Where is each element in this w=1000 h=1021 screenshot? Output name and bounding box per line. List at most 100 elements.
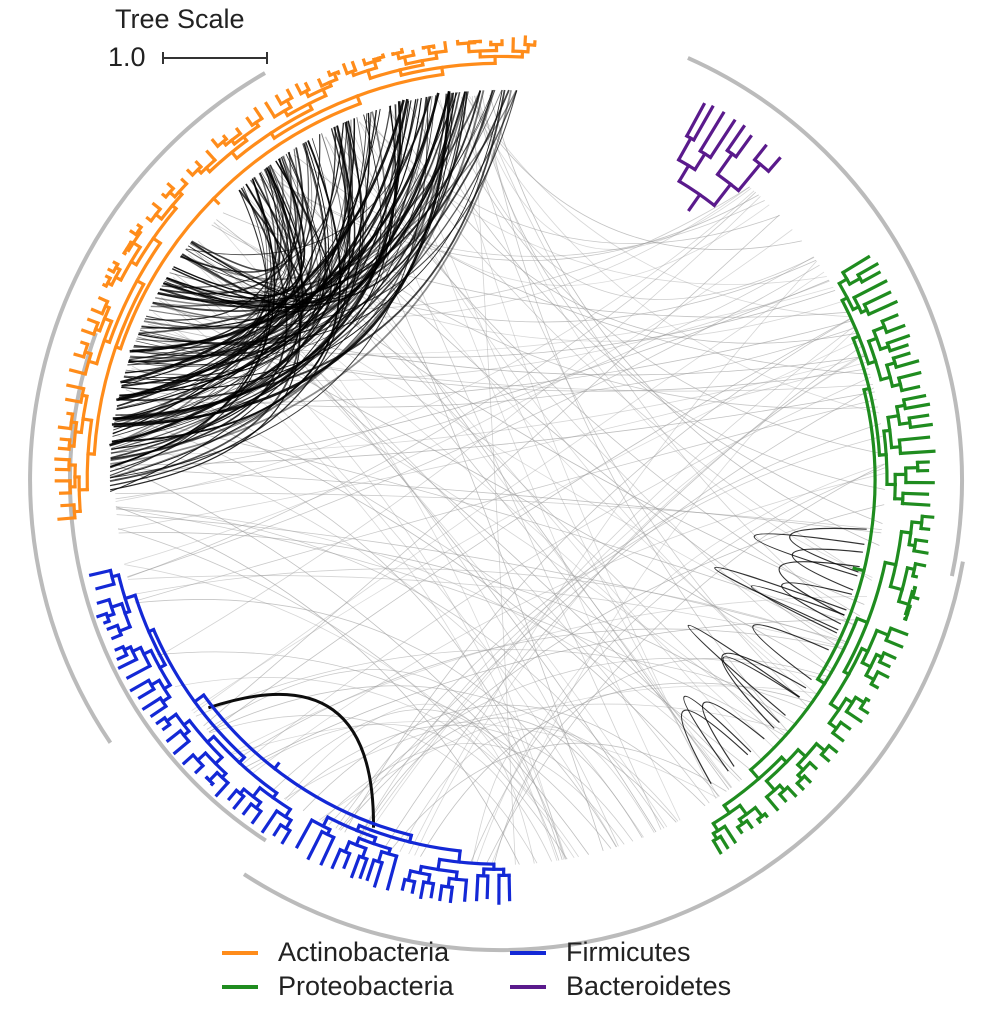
firmicutes-leaf (342, 851, 352, 870)
actinobacteria-leaf (57, 516, 77, 521)
firmicutes-branch (187, 718, 225, 760)
proteobacteria-stem (874, 628, 891, 638)
firmicutes-leaf (330, 847, 343, 870)
faint-link (160, 296, 618, 848)
proteobacteria-branch (888, 529, 904, 589)
bacteroidetes-stem (736, 161, 763, 193)
actinobacteria-branch (368, 63, 425, 81)
outer-clade-rings (28, 56, 965, 953)
strong-link (112, 113, 368, 437)
proteobacteria-leaf (900, 501, 931, 507)
firmicutes-leaf (349, 854, 362, 879)
proteobacteria-stem (853, 695, 867, 705)
firmicutes-leaf (137, 687, 156, 700)
outer-ring-arc (67, 332, 267, 843)
bacteroidetes-leaf (752, 143, 768, 162)
actinobacteria-leaf (205, 149, 218, 163)
strong-link (163, 91, 468, 309)
faint-link (127, 191, 756, 578)
faint-link (128, 575, 847, 649)
local-link (753, 533, 865, 577)
firmicutes-stem (207, 770, 220, 783)
actinobacteria-branch (77, 475, 82, 514)
actinobacteria-branch (100, 299, 110, 316)
firmicutes-leaf (241, 801, 254, 816)
faint-link (246, 189, 732, 789)
local-link (791, 548, 863, 591)
firmicutes-branch (116, 573, 132, 614)
actinobacteria-leaf (263, 101, 277, 120)
strong-link (157, 92, 457, 305)
firmicutes-leaf (141, 695, 163, 711)
strong-link (122, 125, 350, 384)
firmicutes-stem (117, 624, 133, 634)
proteobacteria-branch (764, 783, 783, 800)
firmicutes-leaf (165, 728, 183, 743)
firmicutes-leaf (448, 885, 454, 904)
firmicutes-branch (257, 785, 293, 812)
firmicutes-stem (321, 815, 330, 829)
firmicutes-leaf (125, 663, 153, 680)
faint-link (286, 724, 634, 842)
firmicutes-leaf (385, 854, 399, 891)
firmicutes-stem (457, 849, 462, 864)
proteobacteria-leaf (866, 299, 899, 317)
proteobacteria-branch (851, 336, 882, 457)
bacteroidetes-branch (715, 172, 741, 193)
faint-link (114, 279, 830, 480)
firmicutes-clade (88, 568, 512, 905)
proteobacteria-stem (748, 767, 761, 782)
proteobacteria-leaf (859, 270, 882, 285)
strong-link (144, 168, 279, 321)
firmicutes-leaf (294, 818, 314, 849)
firmicutes-branch (201, 692, 414, 838)
legend-label-firmicutes: Firmicutes (566, 937, 691, 967)
faint-link (344, 318, 851, 833)
actinobacteria-branch (172, 181, 189, 199)
proteobacteria-branch (795, 741, 819, 768)
bacteroidetes-branch (677, 179, 717, 208)
faint-link (265, 174, 765, 257)
proteobacteria-leaf (880, 313, 899, 324)
local-link (721, 652, 807, 729)
proteobacteria-leaf (901, 491, 930, 496)
firmicutes-leaf (88, 568, 113, 578)
proteobacteria-leaf (891, 351, 911, 361)
faint-link (247, 723, 553, 862)
faint-link (335, 423, 882, 829)
firmicutes-leaf (365, 858, 376, 882)
legend-item-actinobacteria: Actinobacteria (222, 937, 449, 968)
proteobacteria-leaf (851, 279, 888, 300)
actinobacteria-branch (107, 240, 163, 345)
firmicutes-leaf (250, 809, 264, 825)
actinobacteria-branch (234, 107, 314, 161)
bacteroidetes-leaf (733, 134, 753, 159)
firmicutes-stem (343, 839, 352, 854)
strong-link (166, 158, 306, 300)
proteobacteria-branch (840, 298, 871, 366)
outer-ring-arc (687, 56, 964, 577)
faint-link (476, 95, 873, 578)
strong-link (110, 90, 512, 465)
proteobacteria-branch (837, 281, 856, 312)
legend-item-bacteroidetes: Bacteroidetes (510, 971, 731, 1002)
faint-link (116, 509, 740, 782)
firmicutes-leaf (95, 582, 116, 591)
faint-link (408, 260, 817, 855)
proteobacteria-stem (828, 701, 842, 712)
firmicutes-leaf (306, 829, 325, 861)
strong-link (110, 155, 302, 455)
strong-link (114, 118, 355, 421)
proteobacteria-clade (711, 254, 936, 855)
faint-link (244, 619, 859, 769)
legend-swatch-proteobacteria (222, 984, 258, 989)
bacteroidetes-clade (676, 102, 782, 212)
proteobacteria-branch (721, 755, 784, 808)
proteobacteria-stem (795, 747, 808, 759)
proteobacteria-leaf (862, 290, 892, 307)
proteobacteria-leaf (722, 824, 738, 845)
actinobacteria-branch (272, 72, 445, 141)
actinobacteria-branch (72, 420, 79, 448)
proteobacteria-stem (897, 420, 912, 427)
